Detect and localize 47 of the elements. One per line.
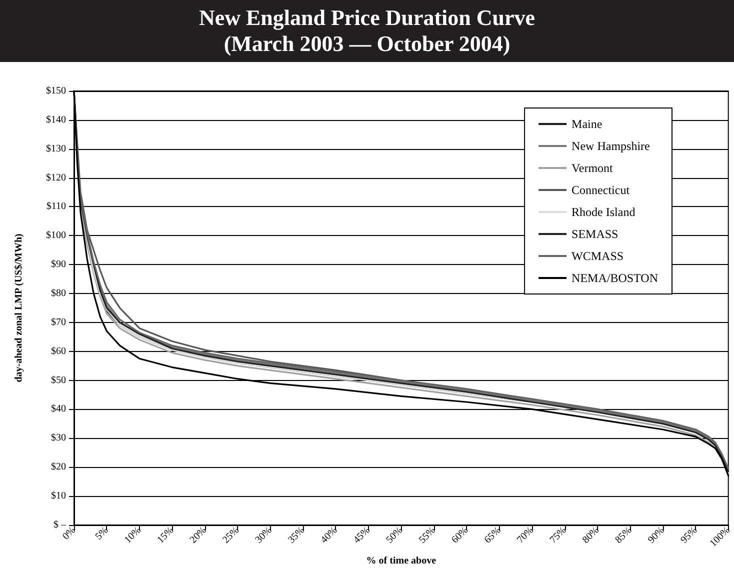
x-tick-label: 55%: [417, 525, 438, 546]
y-tick-label: $50: [51, 374, 66, 386]
legend-label: NEMA/BOSTON: [572, 271, 658, 285]
x-tick-label: 20%: [188, 525, 209, 546]
legend-label: Rhode Island: [572, 205, 636, 219]
x-tick-label: 25%: [220, 525, 242, 546]
y-tick-label: $140: [46, 114, 66, 126]
x-tick-label: 35%: [286, 525, 307, 546]
x-tick-label: 10%: [122, 525, 144, 546]
legend-label: SEMASS: [572, 227, 618, 241]
x-tick-label: 95%: [678, 525, 700, 546]
y-tick-label: $70: [51, 316, 66, 328]
chart-subtitle: (March 2003 — October 2004): [222, 31, 512, 57]
y-axis-title: day-ahead zonal LMP (US$/MWh): [14, 234, 24, 382]
y-tick-label: $90: [51, 259, 66, 270]
y-tick-label: $130: [46, 143, 66, 154]
x-tick-label: 80%: [580, 525, 602, 546]
y-tick-label: $80: [51, 288, 66, 300]
x-tick-label: 60%: [450, 525, 470, 546]
y-tick-label: $30: [51, 432, 66, 444]
x-tick-label: 90%: [646, 525, 667, 546]
y-tick-label: $150: [46, 86, 66, 96]
y-tick-label: $20: [51, 462, 66, 473]
x-tick-label: 5%: [93, 525, 111, 542]
y-tick-label: $40: [51, 404, 66, 415]
x-tick-label: 30%: [253, 525, 274, 546]
y-tick-label: $ –: [54, 519, 67, 530]
x-tick-label: 45%: [352, 525, 372, 546]
y-tick-label: $100: [46, 230, 66, 242]
legend-label: Connecticut: [572, 183, 630, 197]
x-tick-label: 15%: [155, 525, 176, 546]
x-tick-label: 85%: [613, 525, 634, 546]
x-tick-label: 40%: [318, 525, 340, 546]
x-axis-title: % of time above: [366, 556, 437, 566]
legend-label: WCMASS: [572, 249, 624, 263]
y-tick-label: $10: [51, 490, 66, 502]
x-tick-label: 65%: [482, 525, 504, 546]
legend-label: Maine: [572, 117, 602, 131]
legend-label: New Hampshire: [572, 139, 650, 153]
x-tick-label: 50%: [384, 525, 406, 546]
legend-label: Vermont: [572, 161, 614, 175]
y-tick-label: $120: [46, 172, 66, 184]
x-tick-label: 70%: [515, 525, 536, 546]
x-tick-label: 75%: [548, 525, 569, 546]
y-tick-label: $110: [46, 201, 66, 212]
y-tick-label: $60: [51, 346, 66, 357]
chart-title: New England Price Duration Curve: [198, 5, 536, 31]
